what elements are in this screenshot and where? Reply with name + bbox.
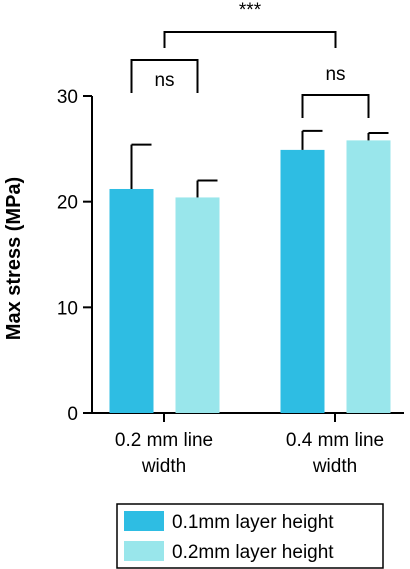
legend-swatch — [124, 541, 164, 561]
error-bars — [130, 129, 389, 198]
legend-swatch — [124, 511, 164, 531]
significance-label-between: *** — [239, 0, 262, 21]
significance-label-ns: ns — [154, 70, 174, 91]
bars — [109, 140, 391, 413]
y-axis-label: Max stress (MPa) — [3, 177, 25, 340]
legend-label: 0.1mm layer height — [172, 512, 334, 533]
y-tick-label: 0 — [67, 404, 78, 425]
x-category-label: width — [312, 456, 357, 477]
significance-label-ns: ns — [325, 64, 345, 85]
bar — [109, 188, 154, 413]
bracket-within-group-1 — [130, 59, 199, 93]
legend-label: 0.2mm layer height — [172, 542, 334, 563]
bar — [175, 197, 220, 413]
x-category-label: 0.4 mm line — [286, 430, 384, 451]
y-tick-label: 30 — [57, 87, 78, 108]
x-category-label: width — [141, 456, 186, 477]
bar — [280, 149, 325, 413]
significance-brackets: ns ns *** — [130, 0, 370, 118]
x-category-label: 0.2 mm line — [115, 430, 213, 451]
axes: 0 10 20 30 Max stress (MPa) 0.2 mm line width 0… — [3, 87, 404, 477]
bar — [346, 140, 391, 413]
y-tick-label: 20 — [57, 193, 78, 214]
bracket-within-group-2 — [301, 94, 370, 118]
bracket-between-groups — [163, 31, 337, 48]
legend: 0.1mm layer height 0.2mm layer height — [116, 503, 384, 569]
y-tick-label: 10 — [57, 298, 78, 319]
